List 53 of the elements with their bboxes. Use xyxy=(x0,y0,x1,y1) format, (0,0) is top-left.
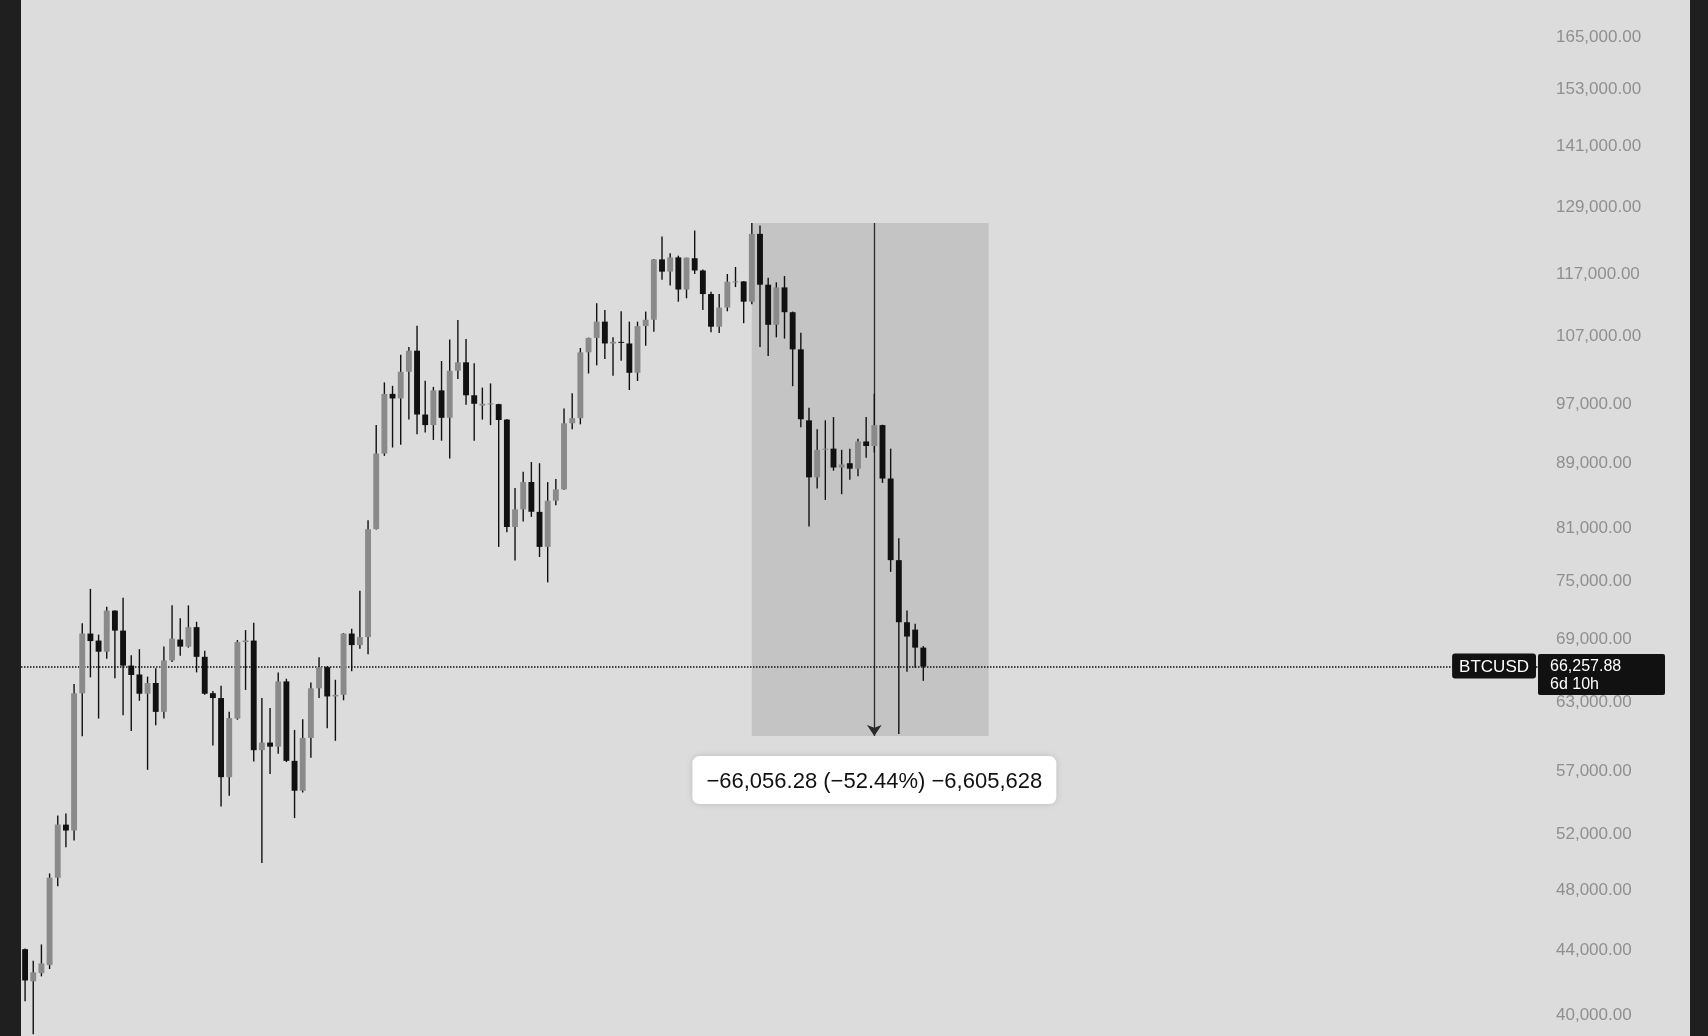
candlestick xyxy=(618,310,625,362)
y-tick-label: 52,000.00 xyxy=(1556,824,1632,844)
candlestick xyxy=(169,604,176,663)
y-tick-label: 81,000.00 xyxy=(1556,518,1632,538)
candlestick xyxy=(642,310,649,347)
y-tick-label: 75,000.00 xyxy=(1556,571,1632,591)
y-tick-label: 141,000.00 xyxy=(1556,135,1642,155)
y-tick-label: 129,000.00 xyxy=(1556,197,1642,217)
candlestick xyxy=(659,235,665,281)
candlestick xyxy=(552,478,559,506)
y-tick-label: 153,000.00 xyxy=(1556,79,1642,99)
y-tick-label: 40,000.00 xyxy=(1556,1005,1632,1025)
y-tick-label: 89,000.00 xyxy=(1556,453,1632,473)
candlestick xyxy=(356,590,363,650)
candlestick xyxy=(871,393,878,454)
candlestick xyxy=(691,229,698,275)
candlestick xyxy=(699,268,706,311)
candlestick xyxy=(30,960,37,1035)
candlestick xyxy=(838,449,845,495)
candlestick xyxy=(258,697,265,864)
candlestick xyxy=(512,487,518,562)
candlestick xyxy=(422,379,429,434)
y-tick-label: 165,000.00 xyxy=(1556,27,1642,47)
annotation: −66,056.28 (−52.44%) −6,605,628 xyxy=(706,767,1043,793)
y-tick-label: 97,000.00 xyxy=(1556,393,1632,413)
candlestick xyxy=(740,280,747,324)
price-tag: 66,257.88 6d 10h xyxy=(1538,653,1665,695)
candlestick xyxy=(569,392,576,430)
candlestick xyxy=(185,604,192,649)
candlestick xyxy=(62,812,69,848)
candlestick xyxy=(454,319,461,380)
candlestick xyxy=(405,346,412,421)
candlestick xyxy=(667,252,674,287)
y-tick-label: 57,000.00 xyxy=(1556,760,1632,780)
candlestick xyxy=(479,386,486,421)
y-tick-label: 44,000.00 xyxy=(1556,939,1632,959)
candlestick xyxy=(38,943,45,978)
candlestick xyxy=(267,707,273,775)
candlestick xyxy=(209,690,216,747)
candlestick xyxy=(846,447,853,481)
candlestick xyxy=(593,302,600,367)
y-tick-label: 107,000.00 xyxy=(1556,326,1642,346)
y-tick-label: 69,000.00 xyxy=(1556,629,1632,649)
candlestick xyxy=(716,293,723,334)
y-tick-label: 48,000.00 xyxy=(1556,879,1632,899)
ref-line-label: BTCUSD xyxy=(1459,656,1530,676)
candlestick xyxy=(601,309,608,360)
candlestick xyxy=(863,416,870,459)
candlestick xyxy=(144,675,151,771)
y-tick-label: 117,000.00 xyxy=(1556,264,1640,284)
candlestick xyxy=(471,362,478,442)
candlestick xyxy=(177,617,184,657)
candlestick xyxy=(495,403,502,548)
